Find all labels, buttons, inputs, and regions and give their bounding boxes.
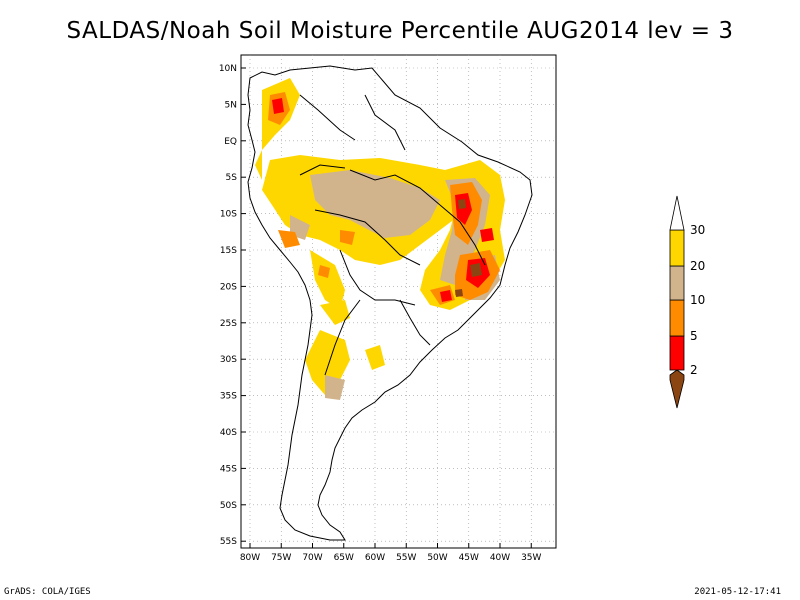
lat-tick-label: 40S: [220, 428, 237, 438]
lon-tick-label: 40W: [490, 553, 510, 563]
lon-tick-label: 35W: [521, 553, 541, 563]
colorbar-label: 10: [690, 293, 705, 307]
footer-credit: GrADS: COLA/IGES: [4, 587, 91, 597]
lat-tick-label: 55S: [220, 537, 237, 547]
lat-tick-label: 35S: [220, 392, 237, 402]
coastline: [247, 65, 533, 541]
lat-tick-label: 20S: [220, 282, 237, 292]
map-frame: [240, 54, 557, 549]
lat-tick-label: 30S: [220, 355, 237, 365]
footer-timestamp: 2021-05-12-17:41: [694, 587, 781, 597]
lon-tick-label: 70W: [302, 553, 322, 563]
lat-tick-label: 15S: [220, 246, 237, 256]
lat-tick-label: 25S: [220, 319, 237, 329]
colorbar-top-tip: [669, 195, 685, 231]
colorbar-segment-20-30: [669, 229, 685, 267]
latitude-axis: 10N 5N EQ 5S 10S 15S 20S 25S 30S 35S 40S 45S 50S 55S: [219, 64, 246, 547]
longitude-axis: 80W 75W 70W 65W 60W 55W 50W 45W 40W 35W: [240, 543, 542, 563]
lon-tick-label: 65W: [334, 553, 354, 563]
colorbar-segment-5-10: [669, 299, 685, 337]
lon-tick-label: 50W: [427, 553, 447, 563]
lon-tick-label: 60W: [365, 553, 385, 563]
lat-tick-label: 50S: [220, 501, 237, 511]
lat-tick-label: 5N: [225, 100, 237, 110]
gridlines: [241, 55, 556, 548]
colorbar-label: 2: [690, 363, 698, 377]
colorbar-bottom-tip: [669, 369, 685, 409]
lat-tick-label: 10N: [219, 64, 237, 74]
lat-tick-label: 45S: [220, 464, 237, 474]
percentile-0-2-region: [455, 199, 482, 297]
lon-tick-label: 55W: [396, 553, 416, 563]
lat-tick-label: 10S: [220, 210, 237, 220]
lon-tick-label: 75W: [271, 553, 291, 563]
lon-tick-label: 80W: [240, 553, 260, 563]
colorbar-segment-2-5: [669, 335, 685, 371]
colorbar: 2 5 10 20 30: [669, 195, 705, 409]
colorbar-label: 30: [690, 223, 705, 237]
lat-tick-label: 5S: [226, 173, 238, 183]
colorbar-label: 20: [690, 259, 705, 273]
lon-tick-label: 45W: [459, 553, 479, 563]
lat-tick-label: EQ: [224, 137, 237, 147]
map-title: SALDAS/Noah Soil Moisture Percentile AUG…: [66, 18, 734, 44]
colorbar-segment-10-20: [669, 265, 685, 301]
colorbar-label: 5: [690, 329, 698, 343]
